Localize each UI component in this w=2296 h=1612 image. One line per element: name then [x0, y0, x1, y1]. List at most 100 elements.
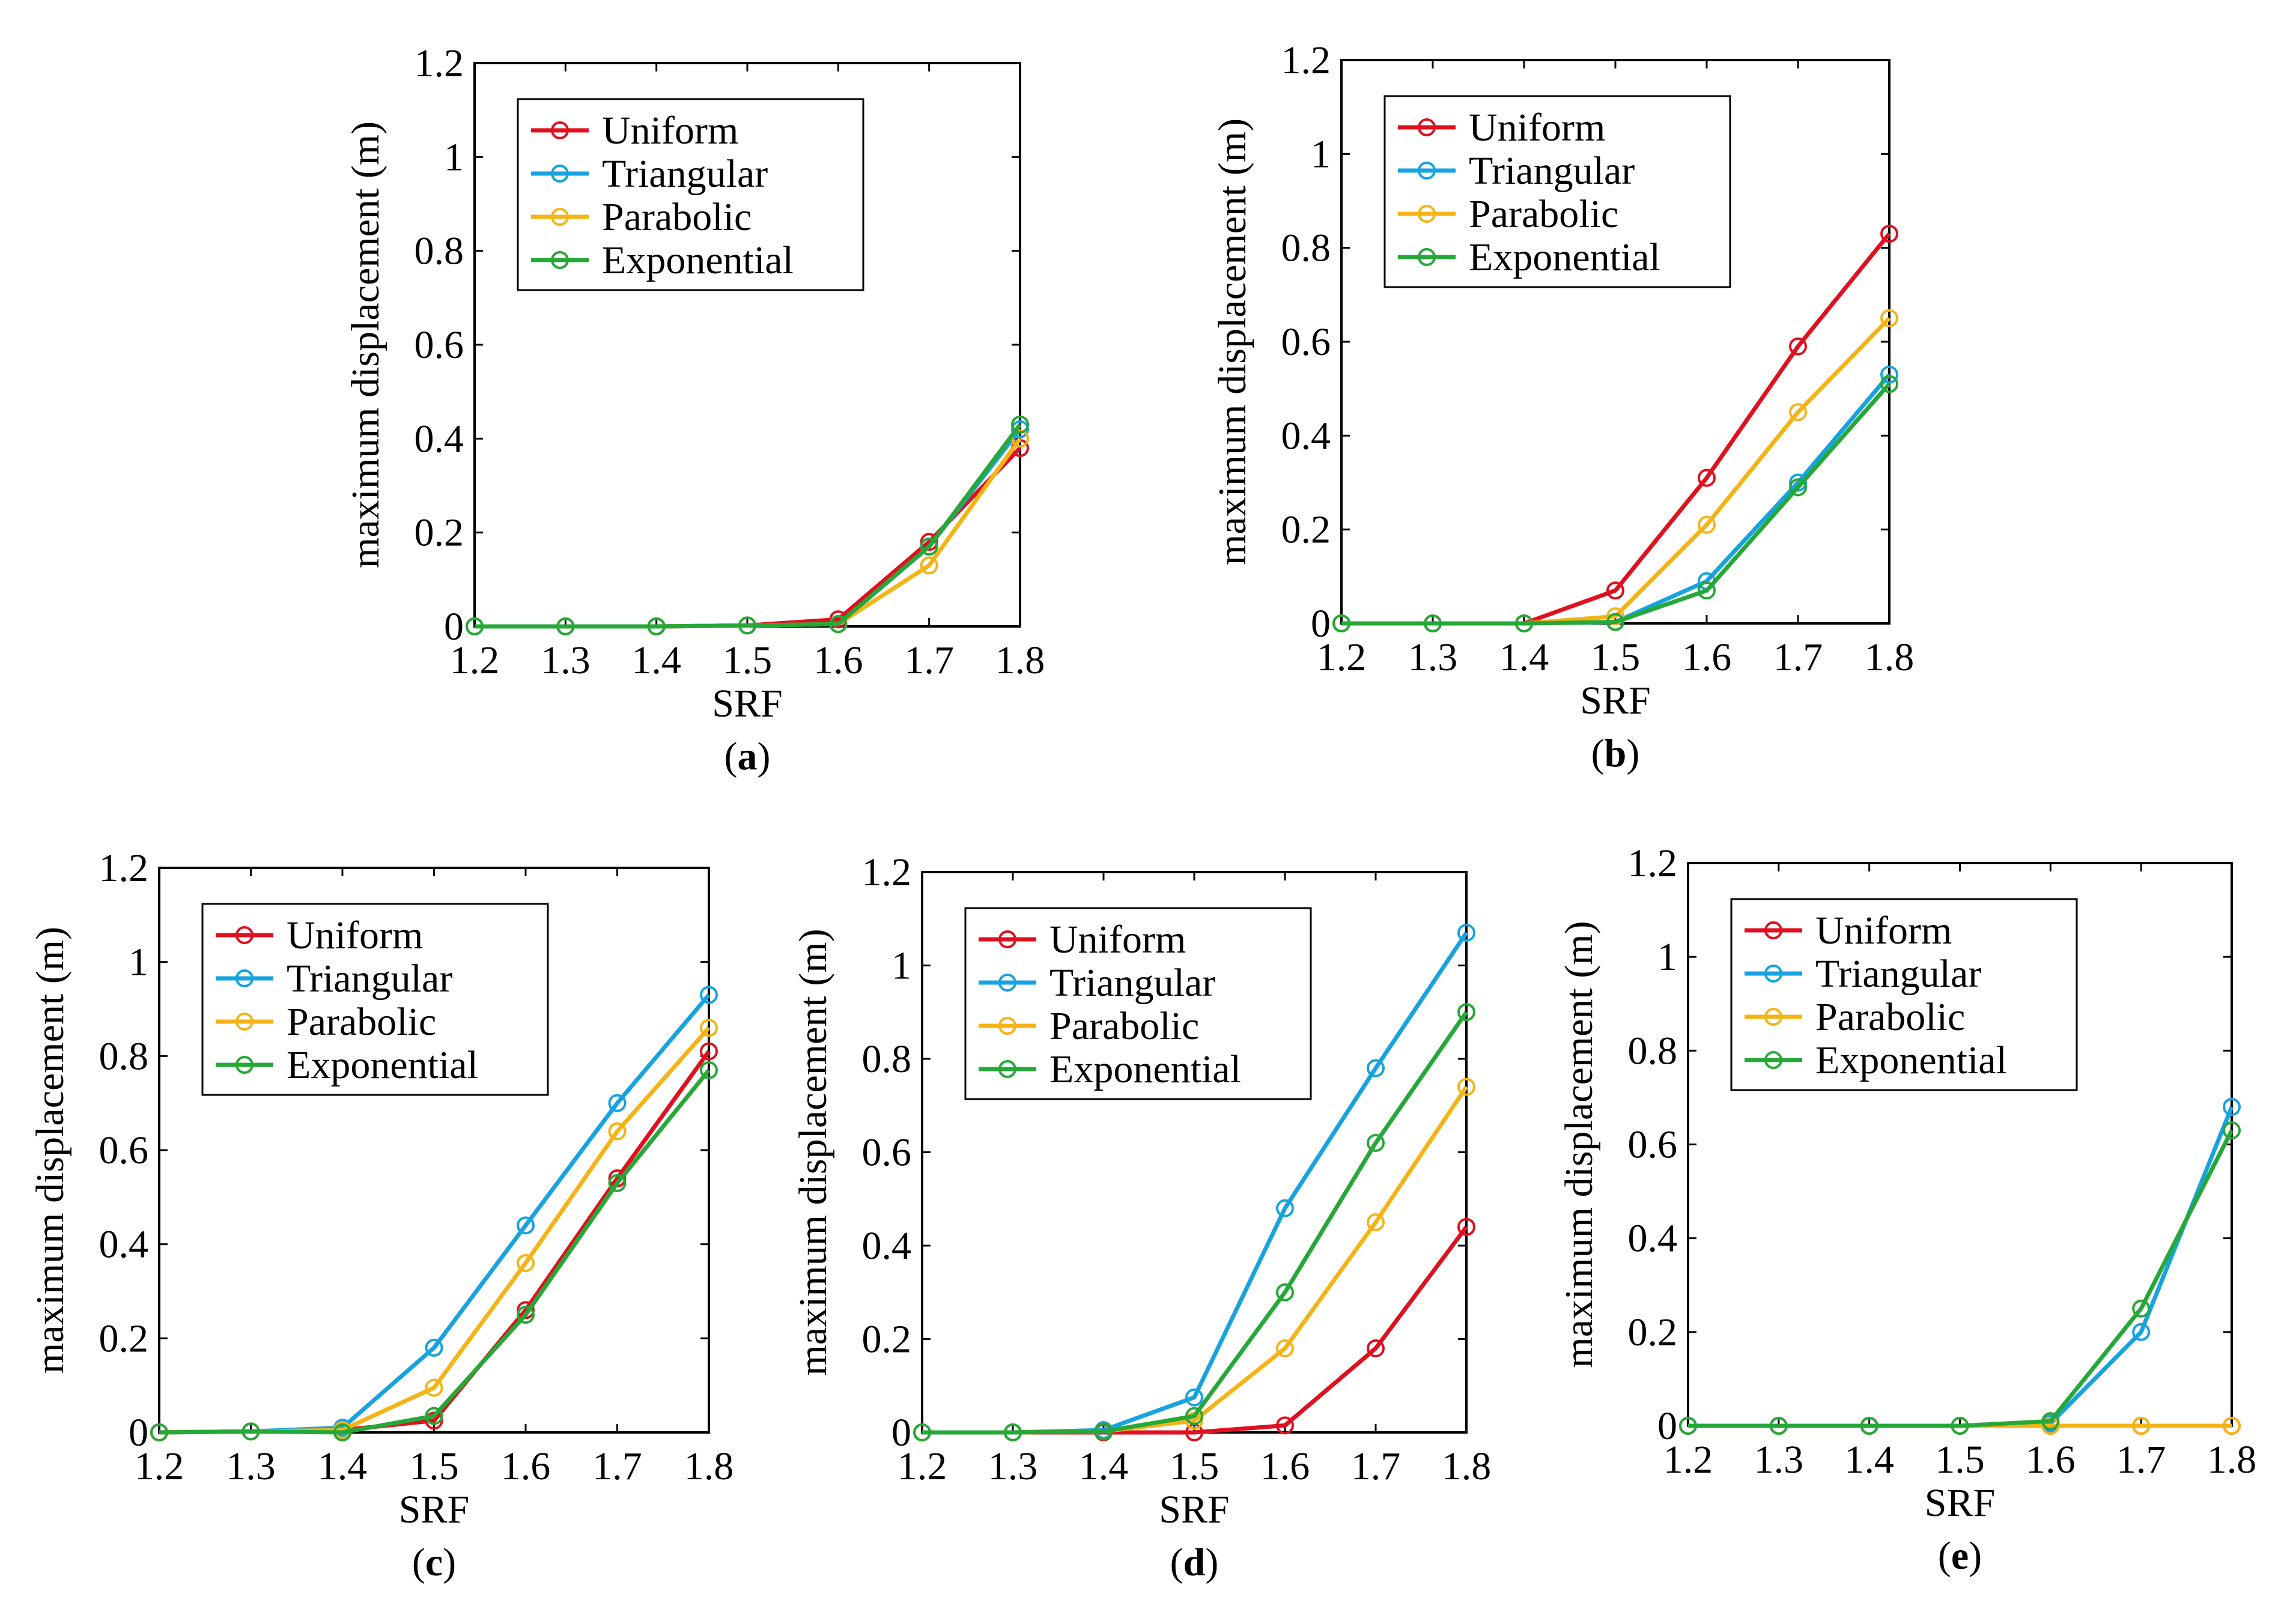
y-axis-label: maximum displacement (m)	[791, 929, 835, 1375]
series-line	[1688, 1106, 2234, 1428]
data-point	[517, 1306, 535, 1324]
legend-swatch-marker	[551, 165, 569, 183]
y-tick-label: 0.8	[99, 1034, 149, 1078]
legend-entry-label: Triangular	[1469, 149, 1635, 193]
data-point	[1095, 1422, 1113, 1441]
x-tick-label: 1.7	[1773, 635, 1823, 679]
x-tick-label: 1.3	[226, 1444, 276, 1488]
data-point	[1367, 1213, 1385, 1232]
data-point	[517, 1216, 535, 1235]
series-exponential	[913, 1003, 1475, 1441]
legend-swatch-marker	[235, 969, 254, 987]
legend-entry-label: Triangular	[1815, 952, 1981, 996]
y-tick-label: 0.4	[99, 1223, 149, 1267]
data-point	[1606, 607, 1624, 626]
y-axis-label: maximum displacement (m)	[1557, 921, 1601, 1368]
legend-swatch-marker	[998, 974, 1016, 992]
legend-swatch-marker	[1418, 118, 1436, 136]
y-tick-label: 0	[444, 605, 464, 649]
series-line	[922, 1085, 1468, 1435]
x-axis-label: SRF	[1580, 679, 1650, 723]
data-point	[700, 1042, 718, 1061]
data-point	[1332, 614, 1350, 632]
y-tick-label: 1.2	[415, 41, 464, 85]
y-tick-label: 0.8	[862, 1037, 912, 1081]
x-tick-label: 1.8	[1865, 635, 1915, 679]
y-tick-label: 0.6	[1628, 1123, 1678, 1167]
data-point	[466, 617, 484, 635]
x-tick-label: 1.6	[501, 1444, 551, 1488]
data-point	[2132, 1323, 2151, 1341]
legend-entry-label: Uniform	[1815, 909, 1952, 953]
legend-swatch-marker	[235, 1013, 254, 1031]
legend-swatch-marker	[1764, 921, 1782, 939]
x-tick-label: 1.2	[1317, 635, 1367, 679]
data-point	[608, 1174, 627, 1192]
legend-swatch-marker	[1764, 1051, 1782, 1069]
data-point	[1367, 1133, 1385, 1152]
x-tick-label: 1.5	[409, 1444, 459, 1488]
y-tick-label: 1	[444, 135, 464, 179]
legend-swatch-marker	[998, 1060, 1016, 1078]
data-point	[1004, 1423, 1022, 1441]
chart-panel-e: 1.2 1.3 1.4 1.5 1.6 1.7 1.8 0 0.2 0.4 0.6 0.8 1 1.2 SR…	[1557, 841, 2256, 1578]
x-tick-label: 1.8	[2207, 1438, 2257, 1482]
x-tick-label: 1.7	[592, 1444, 642, 1488]
series-line	[922, 1011, 1468, 1435]
legend-entry-label: Exponential	[1469, 235, 1660, 279]
x-tick-label: 1.8	[1442, 1444, 1492, 1488]
data-point	[1011, 420, 1029, 438]
y-tick-label: 1	[1311, 132, 1331, 176]
data-point	[700, 1061, 718, 1079]
data-point	[1457, 1003, 1475, 1022]
legend-swatch-marker	[1418, 248, 1436, 266]
data-point	[150, 1423, 168, 1441]
data-point	[920, 533, 938, 551]
data-point	[829, 615, 848, 634]
legend-entry-label: Uniform	[1049, 918, 1186, 962]
data-point	[1424, 614, 1442, 632]
data-point	[425, 1407, 443, 1425]
legend-entry-label: Triangular	[602, 152, 768, 196]
data-point	[1276, 1283, 1294, 1301]
x-axis-label: SRF	[399, 1488, 469, 1532]
data-point	[1606, 613, 1624, 631]
data-point	[1457, 924, 1475, 942]
data-point	[1698, 515, 1716, 534]
data-point	[425, 1378, 443, 1397]
x-tick-label: 1.3	[541, 638, 591, 682]
data-point	[1679, 1417, 1697, 1435]
series-line	[1341, 373, 1891, 626]
series-line	[922, 1225, 1468, 1435]
y-tick-label: 0.8	[1628, 1029, 1678, 1073]
x-tick-label: 1.2	[1663, 1438, 1713, 1482]
x-tick-label: 1.5	[1170, 1444, 1219, 1488]
y-tick-label: 0.8	[1281, 226, 1331, 270]
data-point	[1276, 1199, 1294, 1217]
data-point	[1515, 614, 1533, 632]
legend-entry-label: Parabolic	[1815, 995, 1965, 1039]
x-axis-label: SRF	[1159, 1488, 1229, 1532]
legend-swatch-marker	[551, 121, 569, 139]
x-tick-label: 1.8	[684, 1444, 734, 1488]
data-point	[920, 556, 938, 575]
x-tick-label: 1.5	[723, 638, 773, 682]
x-tick-label: 1.6	[813, 638, 863, 682]
x-tick-label: 1.4	[1844, 1438, 1894, 1482]
y-tick-label: 0.6	[415, 323, 464, 367]
data-point	[738, 616, 756, 635]
x-tick-label: 1.7	[1351, 1444, 1401, 1488]
data-point	[1951, 1417, 1969, 1435]
y-tick-label: 0.4	[862, 1224, 912, 1268]
y-tick-label: 1.2	[1281, 38, 1331, 82]
series-exponential	[150, 1061, 718, 1441]
data-point	[1185, 1388, 1203, 1407]
data-point	[647, 617, 666, 635]
x-tick-label: 1.2	[897, 1444, 947, 1488]
series-line	[159, 1068, 711, 1435]
x-tick-label: 1.2	[450, 638, 500, 682]
legend-entry-label: Exponential	[602, 238, 794, 282]
legend-entry-label: Exponential	[1049, 1047, 1241, 1091]
